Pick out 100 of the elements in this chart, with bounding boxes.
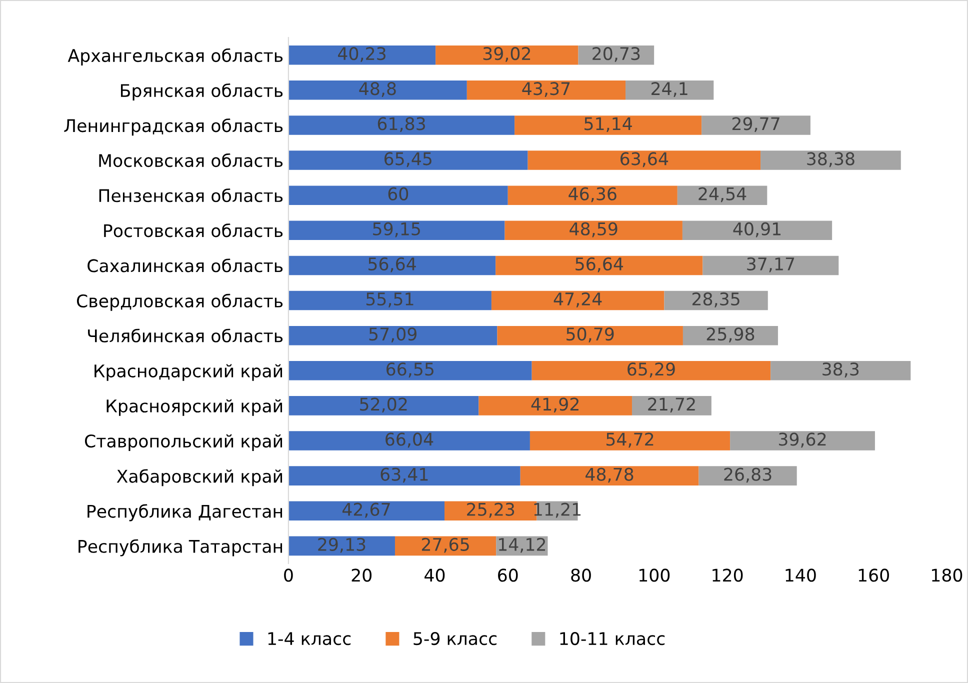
- data-label: 41,92: [531, 398, 578, 413]
- data-label: 63,41: [380, 468, 428, 483]
- data-label: 60: [388, 187, 408, 200]
- data-label: 26,83: [724, 468, 772, 483]
- x-tick-label: 0: [284, 568, 293, 582]
- y-tick-label: Ростовская область: [104, 224, 283, 238]
- bar: [288, 220, 505, 240]
- y-tick-label: Брянская область: [120, 83, 283, 101]
- data-label: 20,73: [592, 47, 640, 62]
- bar: [436, 45, 578, 65]
- bar: [288, 536, 395, 556]
- data-label: 40,91: [733, 222, 781, 238]
- data-label: 56,64: [576, 257, 624, 272]
- data-label: 56,64: [368, 257, 416, 272]
- bar: [288, 466, 520, 486]
- data-label: 57,09: [369, 327, 416, 342]
- bar: [504, 220, 682, 240]
- data-label: 65,29: [628, 362, 675, 378]
- bar: [677, 186, 768, 205]
- data-label: 38,3: [822, 362, 859, 378]
- bar: [288, 150, 528, 170]
- data-label: 28,35: [692, 292, 740, 308]
- x-tick-label: 120: [712, 568, 743, 582]
- legend-label: 1-4 класс: [268, 632, 351, 646]
- bar: [288, 361, 532, 380]
- bar: [288, 116, 515, 135]
- data-label: 40,23: [338, 47, 386, 62]
- data-label: 65,45: [384, 152, 432, 168]
- bar: [288, 326, 498, 346]
- y-tick-label: Хабаровский край: [116, 469, 282, 486]
- legend-label: 5-9 класс: [414, 632, 497, 646]
- x-tick-label: 80: [571, 568, 591, 582]
- y-tick-label: Пензенская область: [99, 188, 283, 202]
- bar: [288, 290, 492, 310]
- data-label: 50,79: [566, 327, 614, 342]
- legend-label: 10-11 класс: [560, 632, 665, 646]
- bar: [508, 186, 678, 205]
- bar: [626, 80, 714, 100]
- x-tick-label: 100: [639, 568, 670, 582]
- data-label: 14,12: [498, 538, 546, 553]
- data-label: 52,02: [360, 398, 407, 413]
- y-tick-label: Краснодарский край: [94, 364, 282, 381]
- bar: [520, 466, 699, 486]
- bar: [288, 431, 530, 450]
- data-label: 61,83: [378, 117, 425, 132]
- data-label: 39,62: [778, 432, 826, 448]
- data-label: 42,67: [342, 502, 390, 518]
- bar: [632, 396, 712, 416]
- y-tick-label: Ленинградская область: [64, 118, 283, 136]
- y-tick-label: Челябинская область: [88, 328, 283, 342]
- bar: [497, 326, 683, 346]
- bar: [288, 80, 467, 100]
- bar: [682, 220, 832, 240]
- data-label: 29,77: [732, 117, 780, 132]
- bar: [760, 150, 901, 170]
- bar: [528, 150, 761, 170]
- data-label: 37,17: [747, 257, 794, 272]
- bar: [288, 256, 496, 276]
- data-label: 47,24: [554, 292, 602, 308]
- x-tick-label: 40: [424, 568, 445, 582]
- bar: [288, 501, 445, 521]
- bar: [288, 186, 508, 205]
- data-label: 27,65: [422, 538, 469, 553]
- data-label: 25,23: [467, 502, 514, 518]
- data-label: 24,1: [652, 82, 688, 97]
- bar: [530, 431, 730, 450]
- data-label: 51,14: [584, 117, 632, 132]
- data-label: 55,51: [366, 292, 414, 308]
- bar: [491, 290, 664, 310]
- bar: [702, 116, 810, 135]
- data-label: 48,59: [570, 222, 618, 238]
- bar: [514, 116, 702, 135]
- y-tick-label: Свердловская область: [76, 294, 283, 311]
- bar: [288, 45, 436, 65]
- data-label: 24,54: [698, 187, 746, 202]
- bar: [288, 396, 479, 416]
- data-label: 25,98: [706, 327, 754, 342]
- y-tick-label: Архангельская область: [68, 48, 283, 66]
- bar: [478, 396, 632, 416]
- y-tick-label: Республика Дагестан: [88, 504, 282, 522]
- data-label: 38,38: [807, 152, 854, 168]
- bar: [466, 80, 626, 100]
- data-label: 39,02: [483, 47, 530, 62]
- bar: [770, 361, 911, 380]
- y-tick-label: Республика Татарстан: [78, 539, 282, 556]
- data-label: 29,13: [318, 538, 366, 553]
- y-tick-label: Ставропольский край: [84, 434, 282, 451]
- bar: [698, 466, 797, 486]
- data-label: 59,15: [373, 222, 420, 238]
- bar: [702, 256, 839, 276]
- data-label: 48,8: [359, 82, 396, 97]
- bar: [496, 256, 703, 276]
- x-tick-label: 160: [858, 568, 889, 582]
- y-tick-label: Сахалинская область: [88, 258, 283, 272]
- data-label: 21,72: [648, 398, 695, 413]
- data-label: 48,78: [586, 468, 634, 483]
- x-tick-label: 60: [498, 568, 518, 582]
- x-tick-label: 20: [352, 568, 372, 582]
- data-label: 46,36: [568, 187, 616, 202]
- data-label: 66,55: [386, 362, 434, 378]
